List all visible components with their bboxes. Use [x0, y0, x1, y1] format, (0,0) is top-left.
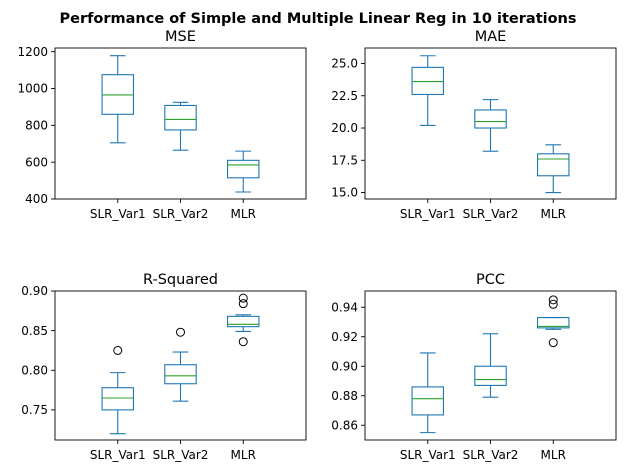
- y-tick-label: 20.0: [331, 121, 358, 135]
- y-tick-label: 0.88: [331, 389, 358, 403]
- y-tick-label: 0.80: [21, 363, 48, 377]
- y-tick-label: 17.5: [331, 153, 358, 167]
- outlier-point: [548, 338, 558, 348]
- x-tick-label: MLR: [541, 207, 566, 221]
- subplot-title: MAE: [475, 29, 507, 45]
- box-slr-var2: [474, 333, 507, 398]
- box-slr-var1: [411, 352, 444, 434]
- figure-title: Performance of Simple and Multiple Linea…: [59, 11, 576, 27]
- y-tick-label: 0.75: [21, 403, 48, 417]
- x-tick-label: SLR_Var2: [463, 207, 519, 221]
- subplot-r-squared: R-Squared 0.75 0.80 0.85 0.90 SLR_Var1 SLR_Var…: [21, 272, 307, 462]
- subplot-mse: MSE 400 600 800 1000 1200 SLR_Var1 SLR_Var2 MLR: [17, 29, 307, 221]
- iqr-box: [537, 153, 570, 177]
- subplot-title: PCC: [476, 272, 505, 288]
- box-slr-var1: [101, 55, 134, 144]
- outlier-point: [238, 299, 248, 309]
- y-tick-label: 15.0: [331, 186, 358, 200]
- y-tick-label: 1000: [17, 82, 48, 96]
- iqr-box: [101, 387, 134, 411]
- y-tick-label: 25.0: [331, 57, 358, 71]
- iqr-box: [474, 365, 507, 386]
- x-tick-label: MLR: [541, 448, 566, 462]
- box-slr-var2: [164, 327, 197, 402]
- y-tick-label: 0.92: [331, 330, 358, 344]
- y-tick-label: 0.86: [331, 418, 358, 432]
- x-tick-label: SLR_Var2: [153, 448, 209, 462]
- y-tick-label: 1200: [17, 45, 48, 59]
- iqr-box: [411, 386, 444, 416]
- outlier-point: [238, 293, 248, 303]
- outlier-point: [113, 345, 123, 355]
- box-slr-var1: [411, 55, 444, 126]
- box-slr-var2: [474, 99, 507, 152]
- axes-frame: [54, 290, 307, 441]
- y-tick-label: 0.85: [21, 324, 48, 338]
- y-tick-label: 600: [25, 155, 48, 169]
- y-tick-label: 0.94: [331, 300, 358, 314]
- y-tick-label: 0.90: [331, 359, 358, 373]
- subplot-title: MSE: [165, 29, 196, 45]
- outlier-point: [238, 337, 248, 347]
- x-tick-label: SLR_Var2: [463, 448, 519, 462]
- iqr-box: [537, 317, 570, 329]
- y-tick-label: 400: [25, 192, 48, 206]
- x-tick-label: SLR_Var1: [400, 207, 456, 221]
- iqr-box: [227, 315, 260, 328]
- outlier-point: [548, 295, 558, 305]
- x-tick-label: SLR_Var2: [153, 207, 209, 221]
- iqr-box: [411, 66, 444, 96]
- y-tick-label: 800: [25, 119, 48, 133]
- outlier-point: [176, 327, 185, 337]
- iqr-box: [474, 109, 507, 129]
- x-tick-label: MLR: [231, 448, 256, 462]
- subplot-pcc: PCC 0.86 0.88 0.90 0.92 0.94 SLR_Var1 SLR_Var2 M…: [331, 272, 617, 462]
- x-tick-label: SLR_Var1: [90, 207, 146, 221]
- x-tick-label: SLR_Var1: [400, 448, 456, 462]
- box-slr-var1: [101, 345, 134, 435]
- axes-frame: [54, 47, 307, 200]
- iqr-box: [164, 364, 197, 385]
- x-tick-label: SLR_Var1: [90, 448, 146, 462]
- y-tick-label: 22.5: [331, 89, 358, 103]
- outlier-point: [548, 299, 558, 309]
- y-tick-label: 0.90: [21, 284, 48, 298]
- box-mlr: [537, 144, 570, 194]
- x-tick-label: MLR: [231, 207, 256, 221]
- box-mlr: [537, 295, 570, 348]
- axes-frame: [364, 47, 617, 200]
- subplot-mae: MAE 15.0 17.5 20.0 22.5 25.0 SLR_Var1 SLR_Var2 M…: [331, 29, 617, 221]
- box-mlr: [227, 150, 260, 193]
- iqr-box: [164, 104, 197, 131]
- iqr-box: [227, 159, 260, 179]
- box-slr-var2: [164, 101, 197, 151]
- subplot-title: R-Squared: [143, 272, 218, 288]
- box-mlr: [227, 293, 260, 347]
